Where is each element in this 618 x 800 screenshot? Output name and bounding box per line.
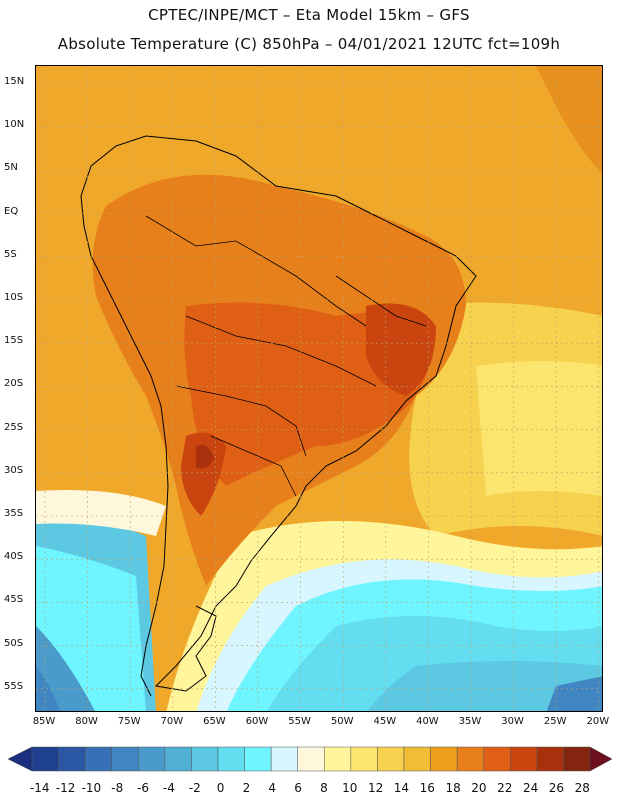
colorbar-label: 28	[574, 781, 590, 795]
colorbar-label: 2	[242, 781, 251, 795]
colorbar-swatch	[164, 746, 192, 772]
coastline	[90, 135, 477, 692]
colorbar-label: -2	[188, 781, 201, 795]
colorbar-swatch	[270, 746, 298, 772]
colorbar-swatch	[510, 746, 538, 772]
colorbar-swatch	[138, 746, 166, 772]
colorbar-label: 14	[393, 781, 410, 795]
colorbar-swatch	[456, 746, 484, 772]
colorbar-label: 24	[522, 781, 539, 795]
colorbar-label: 6	[294, 781, 302, 795]
latitude-label: 30S	[4, 464, 24, 476]
map-canvas	[36, 66, 602, 711]
colorbar-swatch	[350, 746, 378, 772]
longitude-label: 70W	[160, 716, 184, 727]
latitude-label: 15N	[4, 76, 25, 87]
longitude-label: 55W	[288, 716, 311, 727]
colorbar-swatch	[430, 746, 458, 772]
longitude-label: 80W	[75, 716, 98, 727]
colorbar-swatch	[563, 746, 591, 772]
latitude-label: EQ	[4, 205, 19, 217]
colorbar-label: -12	[55, 781, 76, 795]
map-title-line2: Absolute Temperature (C) 850hPa – 04/01/…	[57, 35, 561, 53]
latitude-label: 5N	[4, 162, 18, 174]
latitude-label: 25S	[4, 421, 24, 433]
colorbar-label: -6	[137, 781, 150, 795]
colorbar-swatch	[31, 746, 59, 772]
colorbar-swatch	[217, 746, 245, 772]
colorbar-swatch	[324, 746, 352, 772]
colorbar-swatch	[483, 746, 511, 772]
colorbar-swatch	[377, 746, 405, 772]
colorbar-label: 8	[320, 781, 328, 795]
colorbar-label: 16	[419, 781, 435, 795]
colorbar-label: 4	[268, 781, 277, 795]
longitude-label: 65W	[203, 716, 226, 727]
colorbar-label: 12	[367, 781, 384, 795]
colorbar-swatch	[403, 746, 431, 772]
colorbar-max-arrow	[589, 746, 613, 772]
latitude-label: 10S	[4, 292, 24, 303]
latitude-label: 10N	[4, 119, 25, 131]
colorbar-swatch	[111, 746, 139, 772]
latitude-label: 55S	[4, 680, 24, 692]
colorbar-label: -10	[81, 781, 102, 795]
colorbar-label: -8	[111, 781, 124, 795]
colorbar-swatch	[536, 746, 564, 772]
colorbar-label: 0	[216, 781, 225, 795]
latitude-label: 40S	[4, 551, 24, 563]
colorbar-swatch	[58, 746, 86, 772]
colorbar-min-arrow	[7, 746, 33, 772]
longitude-label: 25W	[543, 716, 567, 727]
latitude-label: 5S	[4, 248, 17, 260]
colorbar-label: -4	[162, 781, 175, 795]
colorbar-label: 20	[471, 781, 487, 795]
longitude-label: 20W	[586, 716, 610, 727]
longitude-label: 85W	[32, 716, 56, 727]
map-title-line1: CPTEC/INPE/MCT – Eta Model 15km – GFS	[148, 6, 470, 24]
colorbar-label: -14	[29, 781, 50, 795]
longitude-label: 40W	[416, 716, 439, 727]
latitude-label: 20S	[4, 378, 24, 390]
latitude-label: 35S	[4, 508, 24, 519]
longitude-label: 35W	[458, 716, 482, 727]
latitude-label: 15S	[4, 335, 24, 347]
colorbar-label: 10	[342, 781, 358, 795]
longitude-label: 30W	[501, 716, 524, 727]
colorbar-swatch	[297, 746, 325, 772]
longitude-label: 75W	[117, 716, 141, 727]
colorbar-swatch	[191, 746, 219, 772]
latitude-label: 50S	[4, 637, 24, 649]
colorbar-swatch	[244, 746, 272, 772]
temperature-map	[35, 65, 603, 712]
longitude-label: 50W	[330, 716, 354, 727]
colorbar-label: 22	[497, 781, 513, 795]
color-scale-bar	[7, 746, 613, 772]
latitude-label: 45S	[4, 594, 24, 606]
temperature-field-ne	[536, 66, 602, 174]
colorbar-swatch	[84, 746, 112, 772]
colorbar-label: 18	[445, 781, 461, 795]
colorbar-label: 26	[548, 781, 565, 795]
longitude-label: 45W	[373, 716, 397, 727]
longitude-label: 60W	[245, 716, 269, 727]
